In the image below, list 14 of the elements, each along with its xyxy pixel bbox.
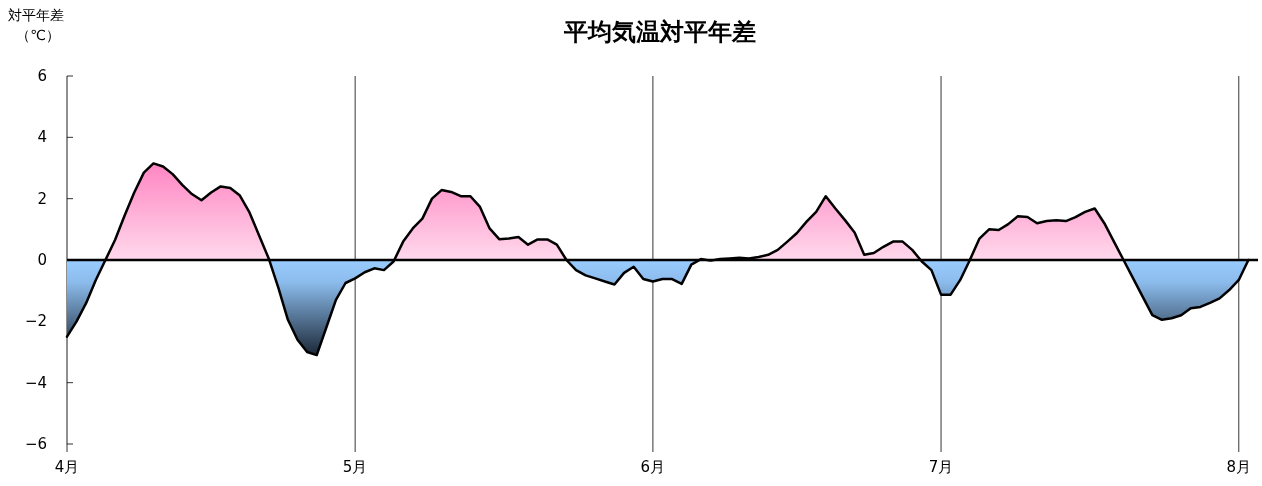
y-tick-label: −2 xyxy=(24,312,47,331)
y-tick-label: 2 xyxy=(37,189,47,208)
y-tick-label: 4 xyxy=(37,128,47,147)
x-tick-label: 4月 xyxy=(54,458,80,476)
x-tick-label: 7月 xyxy=(928,458,954,476)
y-tick-label: −6 xyxy=(24,435,47,453)
x-tick-label: 6月 xyxy=(640,458,666,476)
y-tick-label: 6 xyxy=(37,67,47,85)
y-axis-title: 対平年差（℃） xyxy=(8,7,64,43)
x-tick-label: 8月 xyxy=(1226,458,1252,476)
y-tick-label: 0 xyxy=(37,251,47,269)
x-tick-label: 5月 xyxy=(342,458,368,476)
y-tick-label: −4 xyxy=(24,373,47,392)
chart-title: 平均気温対平年差 xyxy=(563,18,756,46)
